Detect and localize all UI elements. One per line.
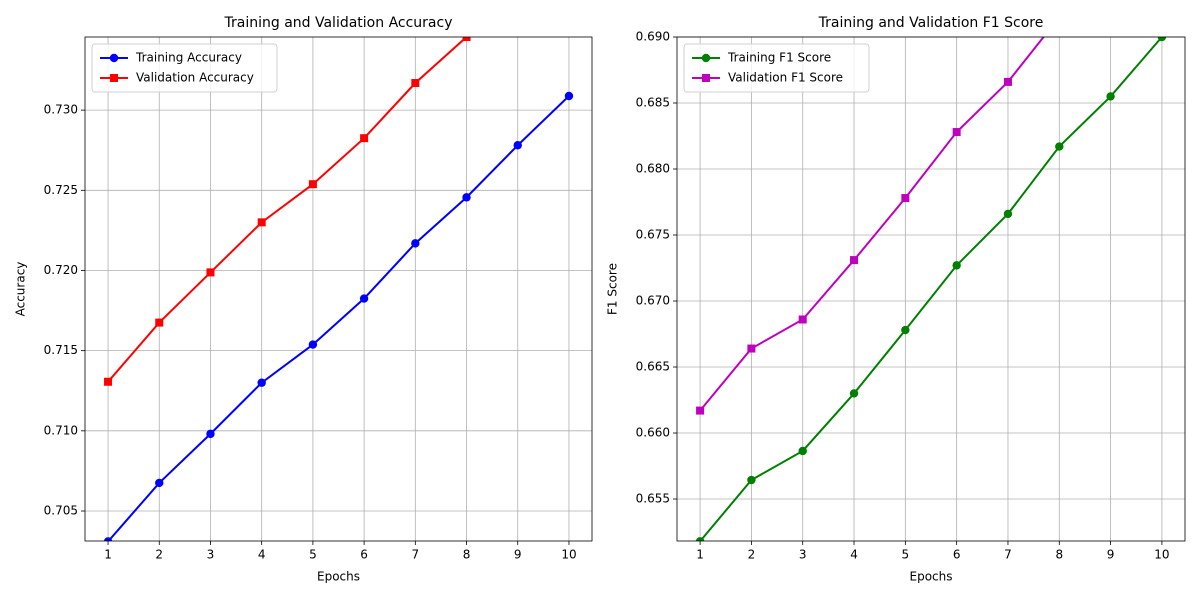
marker xyxy=(513,141,522,150)
marker xyxy=(1106,92,1115,101)
legend-marker xyxy=(702,74,710,82)
subplot: 1 2 3 4 5 6 7 8 9 10 0.705 0.710 0.715 0.720 0.725 0.73… xyxy=(14,15,593,584)
marker xyxy=(1003,209,1013,219)
x-tick-label: 8 xyxy=(463,548,471,562)
x-tick-label: 6 xyxy=(953,548,961,562)
y-tick-label: 0.715 xyxy=(44,343,78,357)
x-tick-label: 10 xyxy=(1154,548,1169,562)
marker xyxy=(360,134,369,143)
y-tick-label: 0.720 xyxy=(44,263,78,277)
series-line xyxy=(107,95,570,541)
x-tick-label: 3 xyxy=(207,548,215,562)
marker xyxy=(798,315,807,324)
y-axis-label: F1 Score xyxy=(606,263,620,315)
y-tick-label: 0.730 xyxy=(44,103,78,117)
marker xyxy=(155,478,164,488)
y-tick-label: 0.675 xyxy=(636,228,670,242)
marker xyxy=(850,256,859,265)
marker xyxy=(462,37,471,41)
plot-area xyxy=(103,37,574,541)
marker xyxy=(359,294,369,303)
x-axis-label: Epochs xyxy=(910,570,953,584)
x-tick-label: 4 xyxy=(850,548,858,562)
y-tick-label: 0.655 xyxy=(636,492,670,506)
marker xyxy=(1055,142,1064,151)
legend-marker xyxy=(110,74,118,82)
y-tick-label: 0.660 xyxy=(636,426,670,440)
marker xyxy=(747,344,756,353)
series-line xyxy=(699,37,1045,412)
marker xyxy=(798,446,807,456)
y-tick-label: 0.685 xyxy=(636,96,670,110)
legend-box xyxy=(91,43,278,93)
marker xyxy=(901,194,910,203)
y-axis-label: Accuracy xyxy=(14,262,28,317)
legend-label: Training F1 Score xyxy=(727,51,831,65)
marker xyxy=(564,91,574,101)
y-tick-label: 0.705 xyxy=(44,504,78,518)
marker xyxy=(849,389,859,398)
legend-marker xyxy=(701,53,711,63)
plot-area xyxy=(695,13,1167,541)
legend-marker xyxy=(109,53,119,63)
marker xyxy=(695,537,705,541)
marker xyxy=(1157,37,1167,42)
marker xyxy=(952,261,961,270)
marker xyxy=(257,218,266,227)
y-tick-label: 0.710 xyxy=(44,423,78,437)
legend-box xyxy=(683,43,870,93)
x-tick-label: 5 xyxy=(902,548,910,562)
x-tick-label: 3 xyxy=(799,548,807,562)
legend: Training Accuracy Validation Accuracy xyxy=(91,43,278,93)
subplot: 1 2 3 4 5 6 7 8 9 10 0.655 0.660 0.665 0.670 0.675 0.68… xyxy=(606,13,1186,584)
series-line xyxy=(699,37,1163,541)
legend-label: Training Accuracy xyxy=(135,51,242,65)
marker xyxy=(104,377,113,386)
x-tick-label: 2 xyxy=(748,548,756,562)
y-tick-label: 0.725 xyxy=(44,183,78,197)
marker xyxy=(901,325,910,335)
y-tick-label: 0.665 xyxy=(636,360,670,374)
plot-frame xyxy=(84,36,593,542)
marker xyxy=(1055,13,1063,21)
chart-title: Training and Validation F1 Score xyxy=(818,15,1044,31)
marker xyxy=(411,79,420,88)
y-tick-label: 0.680 xyxy=(636,162,670,176)
y-tick-label: 0.670 xyxy=(636,294,670,308)
x-tick-label: 9 xyxy=(514,548,522,562)
x-axis-label: Epochs xyxy=(317,570,360,584)
marker xyxy=(257,378,266,387)
legend-label: Validation Accuracy xyxy=(136,71,254,85)
x-tick-label: 10 xyxy=(561,548,576,562)
x-tick-label: 5 xyxy=(309,548,317,562)
x-tick-label: 7 xyxy=(1004,548,1012,562)
marker xyxy=(1003,77,1012,86)
marker xyxy=(206,429,215,439)
x-tick-label: 2 xyxy=(155,548,163,562)
x-tick-label: 1 xyxy=(696,548,704,562)
marker xyxy=(103,537,113,541)
series-line xyxy=(107,37,468,383)
marker xyxy=(696,406,705,415)
marker xyxy=(155,318,164,327)
x-tick-label: 6 xyxy=(360,548,368,562)
marker xyxy=(206,268,215,277)
marker xyxy=(411,239,420,248)
plot-frame xyxy=(676,36,1186,542)
marker xyxy=(308,340,318,349)
x-tick-label: 8 xyxy=(1055,548,1063,562)
marker xyxy=(952,128,961,137)
legend: Training F1 Score Validation F1 Score xyxy=(683,43,870,93)
x-tick-label: 9 xyxy=(1107,548,1115,562)
chart-title: Training and Validation Accuracy xyxy=(224,15,453,31)
x-tick-label: 4 xyxy=(258,548,266,562)
marker xyxy=(462,193,471,202)
x-tick-label: 7 xyxy=(411,548,419,562)
legend-label: Validation F1 Score xyxy=(728,71,843,85)
x-tick-label: 1 xyxy=(104,548,112,562)
marker xyxy=(308,180,317,189)
y-tick-label: 0.690 xyxy=(636,30,670,44)
marker xyxy=(747,475,756,485)
